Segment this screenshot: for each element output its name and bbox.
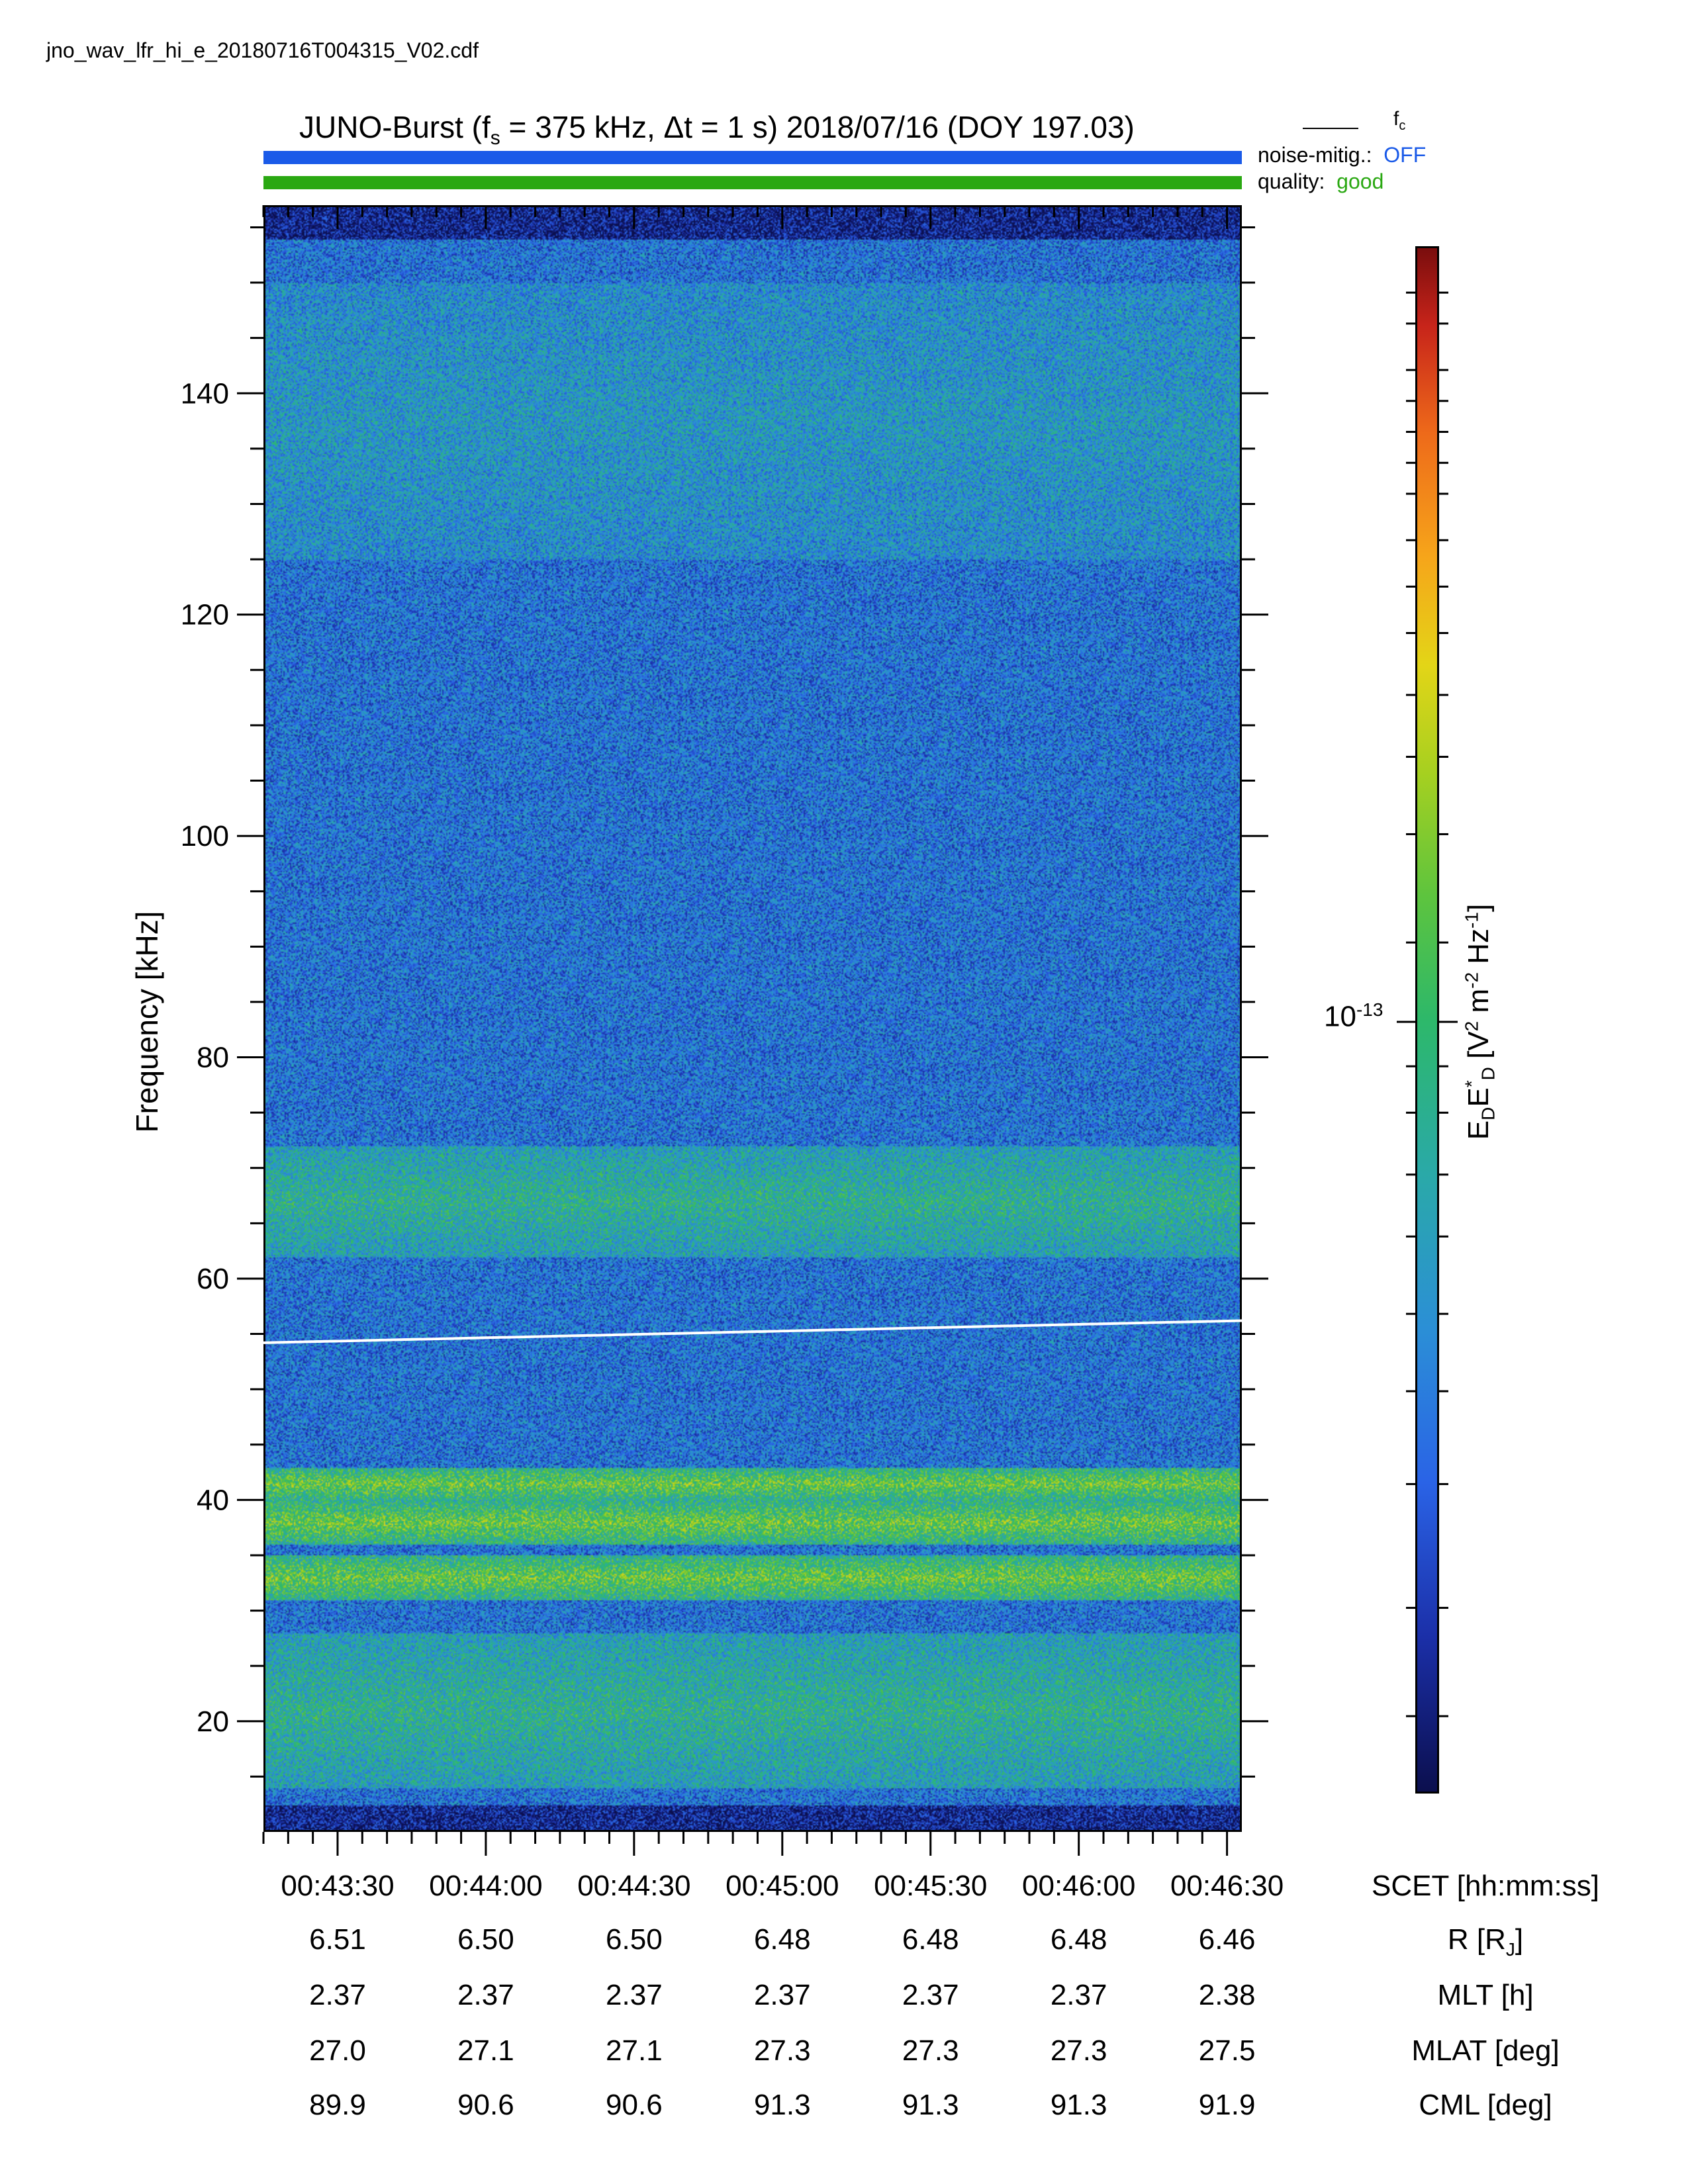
- title-suffix: = 375 kHz, Δt = 1 s) 2018/07/16 (DOY 197…: [500, 110, 1135, 144]
- quality-value: good: [1336, 169, 1384, 193]
- ephemeris-value: 6.50: [606, 1923, 663, 1956]
- title-prefix: JUNO-Burst (f: [299, 110, 491, 144]
- y-tick-label: 120: [181, 599, 229, 631]
- ephemeris-row-label: CML [deg]: [1419, 2089, 1552, 2121]
- y-tick-label: 20: [197, 1706, 229, 1738]
- ephemeris-value: 91.9: [1198, 2089, 1256, 2121]
- y-tick-label: 60: [197, 1263, 229, 1295]
- quality-bar: [263, 176, 1242, 189]
- y-tick-label: 80: [197, 1042, 229, 1074]
- fc-legend-line: [1303, 128, 1358, 129]
- ephemeris-label-end: ]: [1515, 1923, 1524, 1956]
- ephemeris-row-label: R [RJ]: [1448, 1923, 1523, 1960]
- ephemeris-value: 2.37: [1050, 1979, 1107, 2011]
- ephemeris-value: 6.48: [753, 1923, 811, 1956]
- ephemeris-value: 89.9: [309, 2089, 366, 2121]
- fc-curve: [263, 1319, 1243, 1344]
- ephemeris-value: 27.0: [309, 2034, 366, 2067]
- colorbar: [1415, 246, 1439, 1794]
- y-tick-label: 140: [181, 377, 229, 410]
- x-axis-label: SCET [hh:mm:ss]: [1372, 1870, 1599, 1902]
- ephemeris-value: 2.38: [1198, 1979, 1256, 2011]
- ephemeris-value: 27.3: [753, 2034, 811, 2067]
- ephemeris-value: 6.46: [1198, 1923, 1256, 1956]
- x-tick-label: 00:44:00: [429, 1870, 542, 1902]
- ephemeris-label-sub: J: [1505, 1938, 1515, 1960]
- y-tick-label: 100: [181, 820, 229, 852]
- x-tick-label: 00:46:30: [1170, 1870, 1284, 1902]
- title-subscript: s: [490, 127, 500, 150]
- file-name: jno_wav_lfr_hi_e_20180716T004315_V02.cdf: [46, 38, 479, 62]
- x-tick-label: 00:45:00: [726, 1870, 839, 1902]
- fc-legend-sub: c: [1399, 118, 1406, 133]
- ephemeris-value: 2.37: [606, 1979, 663, 2011]
- quality-status: quality: good: [1258, 169, 1383, 194]
- ephemeris-label-text: R [R: [1447, 1923, 1506, 1956]
- ephemeris-value: 27.5: [1198, 2034, 1256, 2067]
- ephemeris-row-label: MLAT [deg]: [1411, 2034, 1560, 2067]
- ephemeris-value: 2.37: [753, 1979, 811, 2011]
- ephemeris-value: 27.3: [1050, 2034, 1107, 2067]
- colorbar-tick-base: 10: [1324, 1000, 1356, 1033]
- ephemeris-value: 2.37: [902, 1979, 959, 2011]
- chart-title: JUNO-Burst (fs = 375 kHz, Δt = 1 s) 2018…: [299, 109, 1135, 150]
- ephemeris-value: 90.6: [606, 2089, 663, 2121]
- ephemeris-value: 2.37: [309, 1979, 366, 2011]
- x-tick-label: 00:45:30: [874, 1870, 987, 1902]
- colorbar-tick-label: 10-13: [1324, 999, 1383, 1034]
- ephemeris-value: 27.1: [457, 2034, 514, 2067]
- quality-label: quality:: [1258, 169, 1325, 193]
- x-tick-label: 00:43:30: [281, 1870, 394, 1902]
- fc-legend-main: f: [1393, 108, 1399, 130]
- noise-mitigation-status: noise-mitig.: OFF: [1258, 143, 1426, 167]
- fc-legend-label: fc: [1393, 108, 1405, 134]
- ephemeris-value: 6.51: [309, 1923, 366, 1956]
- ephemeris-value: 6.48: [1050, 1923, 1107, 1956]
- x-tick-label: 00:46:00: [1022, 1870, 1135, 1902]
- y-tick-label: 40: [197, 1484, 229, 1516]
- ephemeris-value: 91.3: [753, 2089, 811, 2121]
- ephemeris-value: 91.3: [902, 2089, 959, 2121]
- ephemeris-value: 90.6: [457, 2089, 514, 2121]
- colorbar-tick-exponent: -13: [1356, 999, 1383, 1020]
- ephemeris-value: 27.3: [902, 2034, 959, 2067]
- noise-value: OFF: [1383, 143, 1427, 167]
- ephemeris-value: 2.37: [457, 1979, 514, 2011]
- noise-mitigation-bar: [263, 151, 1242, 164]
- spectrogram: [263, 205, 1242, 1832]
- ephemeris-value: 91.3: [1050, 2089, 1107, 2121]
- noise-label: noise-mitig.:: [1258, 143, 1372, 167]
- x-tick-label: 00:44:30: [577, 1870, 690, 1902]
- ephemeris-row-label: MLT [h]: [1437, 1979, 1534, 2011]
- ephemeris-value: 6.48: [902, 1923, 959, 1956]
- ephemeris-value: 6.50: [457, 1923, 514, 1956]
- ephemeris-value: 27.1: [606, 2034, 663, 2067]
